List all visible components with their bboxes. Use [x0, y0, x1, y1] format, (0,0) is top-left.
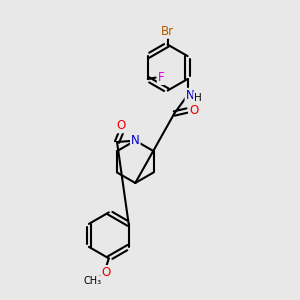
Text: N: N	[131, 134, 140, 147]
Text: CH₃: CH₃	[83, 276, 102, 286]
Text: F: F	[158, 71, 164, 84]
Text: Br: Br	[161, 25, 174, 38]
Text: O: O	[117, 119, 126, 132]
Text: O: O	[101, 266, 110, 279]
Text: N: N	[185, 89, 194, 102]
Text: O: O	[189, 104, 198, 117]
Text: H: H	[194, 93, 202, 103]
